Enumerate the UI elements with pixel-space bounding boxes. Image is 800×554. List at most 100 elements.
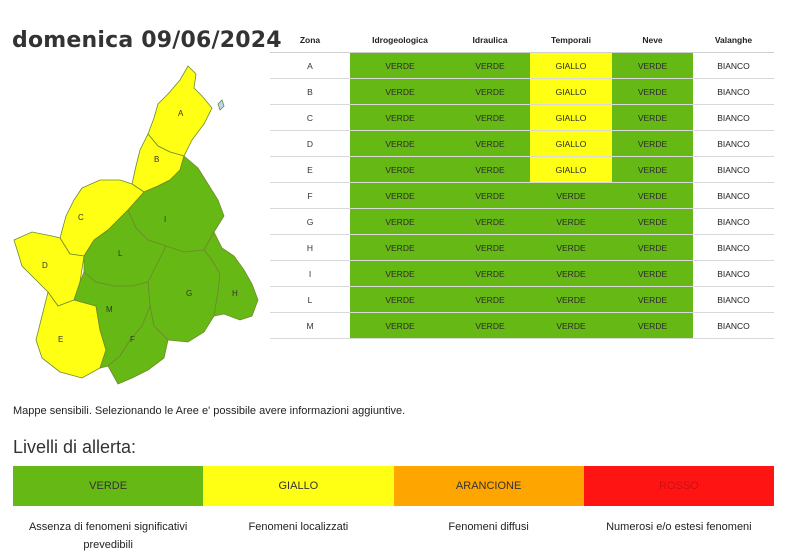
zona-cell: F (270, 182, 350, 209)
map-label-h: H (232, 289, 238, 298)
level-cell: VERDE (450, 156, 530, 183)
table-header-row: Zona Idrogeologica Idraulica Temporali N… (270, 28, 774, 53)
level-cell: VERDE (530, 208, 612, 235)
map-label-m: M (106, 305, 113, 314)
zona-cell: M (270, 312, 350, 339)
table-row[interactable]: A VERDE VERDE GIALLO VERDE BIANCO (270, 52, 774, 79)
level-cell: VERDE (450, 130, 530, 157)
map-label-d: D (42, 261, 48, 270)
level-cell: VERDE (530, 234, 612, 261)
zones-map: A B C D E I L G H M F (13, 65, 259, 385)
table-row[interactable]: E VERDE VERDE GIALLO VERDE BIANCO (270, 156, 774, 183)
legend-arancione: ARANCIONE (393, 466, 584, 506)
level-cell: GIALLO (530, 156, 612, 183)
level-cell: BIANCO (693, 78, 774, 105)
level-cell: VERDE (612, 182, 693, 209)
level-cell: VERDE (450, 312, 530, 339)
header-temporali: Temporali (530, 28, 612, 53)
level-cell: VERDE (450, 78, 530, 105)
level-cell: VERDE (350, 208, 450, 235)
level-cell: VERDE (612, 234, 693, 261)
level-cell: BIANCO (693, 182, 774, 209)
page-title: domenica 09/06/2024 (12, 28, 282, 53)
table-row[interactable]: F VERDE VERDE VERDE VERDE BIANCO (270, 182, 774, 209)
legend-descriptions: Assenza di fenomeni significativi preved… (13, 518, 774, 554)
legend-verde: VERDE (13, 466, 204, 506)
level-cell: VERDE (350, 156, 450, 183)
table-row[interactable]: C VERDE VERDE GIALLO VERDE BIANCO (270, 104, 774, 131)
level-cell: VERDE (350, 312, 450, 339)
level-cell: BIANCO (693, 260, 774, 287)
zona-cell: B (270, 78, 350, 105)
legend-rosso: ROSSO (583, 466, 774, 506)
map-label-l: L (118, 249, 123, 258)
level-cell: VERDE (530, 286, 612, 313)
level-cell: VERDE (350, 260, 450, 287)
level-cell: VERDE (450, 208, 530, 235)
level-cell: VERDE (612, 104, 693, 131)
zona-cell: A (270, 52, 350, 79)
table-row[interactable]: M VERDE VERDE VERDE VERDE BIANCO (270, 312, 774, 339)
alert-levels-legend: VERDE GIALLO ARANCIONE ROSSO (13, 466, 774, 506)
level-cell: VERDE (612, 312, 693, 339)
level-cell: VERDE (450, 182, 530, 209)
level-cell: BIANCO (693, 52, 774, 79)
table-row[interactable]: B VERDE VERDE GIALLO VERDE BIANCO (270, 78, 774, 105)
level-cell: VERDE (612, 78, 693, 105)
level-cell: GIALLO (530, 130, 612, 157)
table-row[interactable]: H VERDE VERDE VERDE VERDE BIANCO (270, 234, 774, 261)
legend-desc-giallo: Fenomeni localizzati (248, 521, 349, 533)
table-row[interactable]: L VERDE VERDE VERDE VERDE BIANCO (270, 286, 774, 313)
legend-desc-arancione: Fenomeni diffusi (448, 521, 529, 533)
level-cell: GIALLO (530, 52, 612, 79)
level-cell: VERDE (612, 286, 693, 313)
table-row[interactable]: I VERDE VERDE VERDE VERDE BIANCO (270, 260, 774, 287)
level-cell: BIANCO (693, 130, 774, 157)
level-cell: BIANCO (693, 156, 774, 183)
level-cell: VERDE (450, 260, 530, 287)
header-idrogeologica: Idrogeologica (350, 28, 450, 53)
level-cell: VERDE (530, 312, 612, 339)
levels-title: Livelli di allerta: (13, 437, 137, 457)
map-label-f: F (130, 335, 135, 344)
level-cell: VERDE (350, 78, 450, 105)
header-neve: Neve (612, 28, 693, 53)
level-cell: VERDE (350, 286, 450, 313)
level-cell: VERDE (450, 286, 530, 313)
zona-cell: E (270, 156, 350, 183)
alert-table: Zona Idrogeologica Idraulica Temporali N… (270, 28, 774, 339)
map-zone-f[interactable] (107, 304, 169, 385)
map-label-e: E (58, 335, 63, 344)
zona-cell: L (270, 286, 350, 313)
lake-shape (217, 99, 225, 111)
level-cell: VERDE (350, 104, 450, 131)
sensitive-map-note: Mappe sensibili. Selezionando le Aree e'… (13, 405, 406, 417)
level-cell: VERDE (612, 130, 693, 157)
level-cell: BIANCO (693, 312, 774, 339)
level-cell: VERDE (350, 52, 450, 79)
map-label-i: I (164, 215, 166, 224)
map-label-g: G (186, 289, 192, 298)
map-zone-g[interactable] (147, 245, 221, 343)
level-cell: VERDE (612, 208, 693, 235)
level-cell: VERDE (612, 52, 693, 79)
level-cell: BIANCO (693, 208, 774, 235)
level-cell: BIANCO (693, 286, 774, 313)
level-cell: VERDE (612, 156, 693, 183)
level-cell: VERDE (612, 260, 693, 287)
header-zona: Zona (270, 28, 350, 53)
level-cell: VERDE (450, 234, 530, 261)
level-cell: VERDE (350, 182, 450, 209)
level-cell: VERDE (530, 182, 612, 209)
zona-cell: I (270, 260, 350, 287)
map-zone-h[interactable] (203, 231, 259, 321)
map-label-a: A (178, 109, 184, 118)
table-row[interactable]: G VERDE VERDE VERDE VERDE BIANCO (270, 208, 774, 235)
level-cell: GIALLO (530, 78, 612, 105)
level-cell: VERDE (530, 260, 612, 287)
level-cell: BIANCO (693, 104, 774, 131)
zona-cell: G (270, 208, 350, 235)
map-label-b: B (154, 155, 159, 164)
table-row[interactable]: D VERDE VERDE GIALLO VERDE BIANCO (270, 130, 774, 157)
level-cell: VERDE (350, 130, 450, 157)
